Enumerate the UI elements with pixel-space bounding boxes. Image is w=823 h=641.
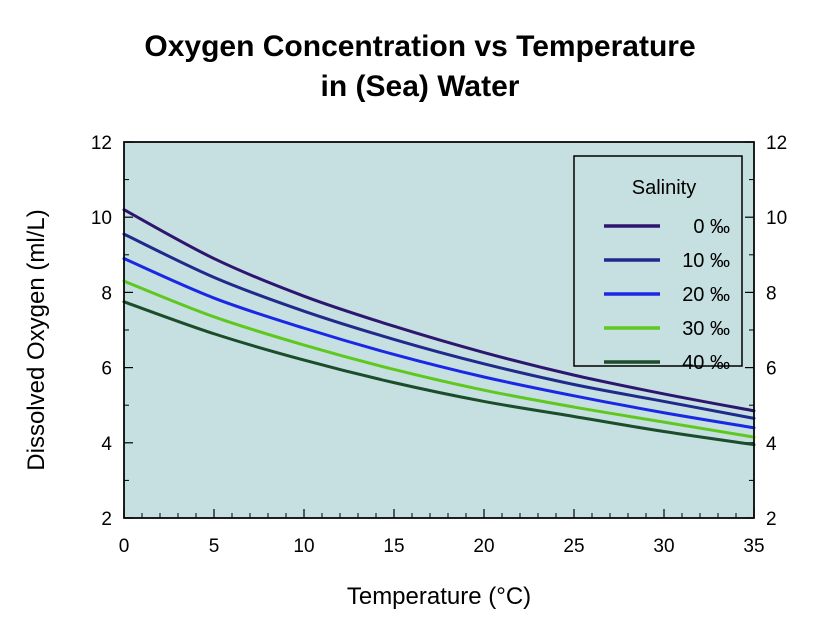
- legend-items: 0 ‰ 10 ‰ 20 ‰ 30 ‰ 40 ‰: [604, 216, 730, 374]
- y-tick-label-left: 12: [91, 133, 112, 154]
- series-line-0: [122, 208, 756, 413]
- series-line-1: [122, 232, 756, 420]
- series-line-4: [122, 300, 756, 447]
- x-tick-label: 20: [473, 536, 494, 557]
- y-tick-label-right: 12: [766, 133, 787, 154]
- legend-label-0: 0 ‰: [693, 216, 730, 238]
- x-tick-label: 25: [563, 536, 584, 557]
- ticks-layer: 2 2 4 4 6 6 8 8 10 10 12 12 0 5 10 15 20 25 30 35: [91, 133, 787, 557]
- y-axis-label: Dissolved Oxygen (ml/L): [23, 209, 50, 470]
- x-axis-label: Temperature (°C): [347, 583, 531, 610]
- legend-label-2: 20 ‰: [682, 284, 730, 306]
- y-tick-label-left: 6: [101, 359, 112, 380]
- x-tick-label: 5: [209, 536, 220, 557]
- plot-border: [123, 141, 755, 519]
- x-tick-label: 30: [653, 536, 674, 557]
- legend-title: Salinity: [632, 177, 696, 199]
- chart-title-line-1: Oxygen Concentration vs Temperature: [144, 30, 695, 63]
- x-tick-label: 15: [383, 536, 404, 557]
- y-tick-label-left: 10: [91, 208, 112, 229]
- x-tick-label: 10: [293, 536, 314, 557]
- y-tick-label-left: 8: [101, 283, 112, 304]
- x-tick-label: 0: [119, 536, 130, 557]
- y-tick-label-right: 8: [766, 283, 777, 304]
- series-layer: [122, 208, 756, 447]
- y-tick-label-right: 10: [766, 208, 787, 229]
- series-line-3: [122, 279, 756, 439]
- y-tick-label-right: 4: [766, 434, 777, 455]
- y-tick-label-right: 6: [766, 359, 777, 380]
- x-tick-label: 35: [743, 536, 764, 557]
- y-tick-label-left: 2: [101, 509, 112, 530]
- series-line-2: [122, 257, 756, 430]
- chart-title-line-2: in (Sea) Water: [321, 70, 520, 103]
- y-tick-label-right: 2: [766, 509, 777, 530]
- legend-label-1: 10 ‰: [682, 250, 730, 272]
- legend-label-4: 40 ‰: [682, 352, 730, 374]
- legend-label-3: 30 ‰: [682, 318, 730, 340]
- y-tick-label-left: 4: [101, 434, 112, 455]
- legend: Salinity 0 ‰ 10 ‰ 20 ‰ 30 ‰ 40 ‰: [573, 155, 743, 374]
